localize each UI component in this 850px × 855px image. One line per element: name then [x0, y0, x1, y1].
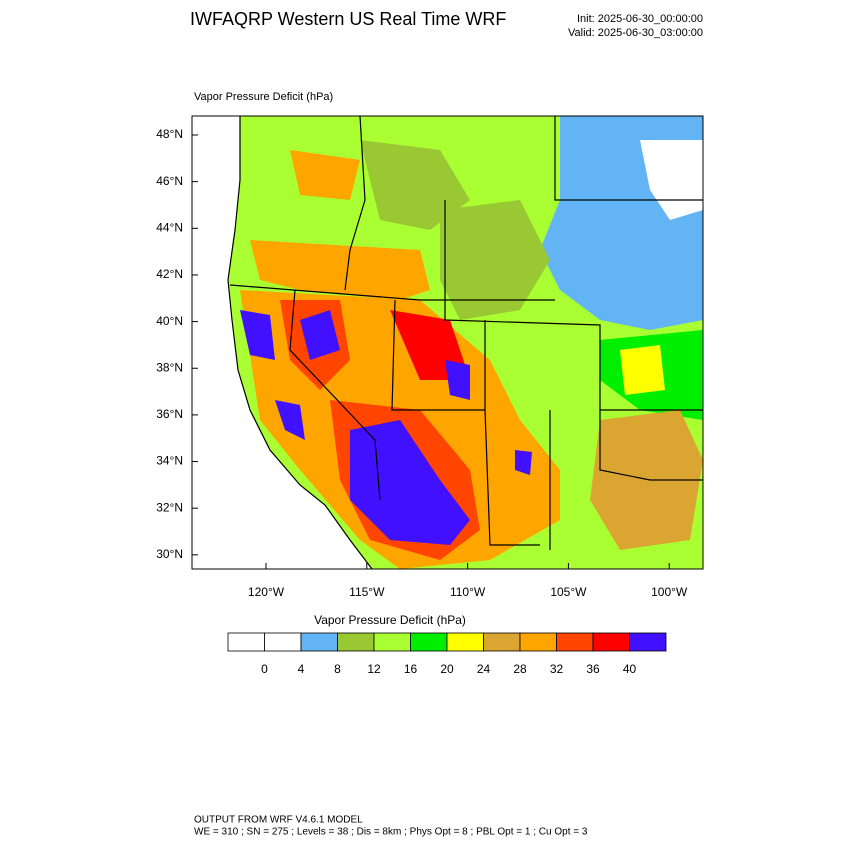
colorbar-box	[300, 632, 338, 652]
lon-label: 120°W	[248, 585, 285, 599]
map-title: Vapor Pressure Deficit (hPa)	[194, 91, 333, 103]
lat-label: 38°N	[156, 360, 183, 374]
lat-label: 32°N	[156, 500, 183, 514]
colorbar-box	[337, 632, 375, 652]
colorbar-label: 8	[334, 662, 341, 676]
footer-line: OUTPUT FROM WRF V4.6.1 MODEL	[194, 815, 363, 826]
colorbar-box	[556, 632, 594, 652]
lon-label: 105°W	[550, 585, 587, 599]
colorbar-box	[264, 632, 302, 652]
lon-label: 115°W	[349, 585, 385, 599]
colorbar-label: 0	[261, 662, 268, 676]
page-title: IWFAQRP Western US Real Time WRF	[190, 9, 506, 29]
lon-label: 110°W	[450, 585, 486, 599]
colorbar-box	[592, 632, 630, 652]
colorbar-label: 16	[404, 662, 418, 676]
colorbar-box	[373, 632, 411, 652]
init-time: Init: 2025-06-30_00:00:00	[577, 13, 703, 25]
colorbar-label: 28	[513, 662, 527, 676]
footer-line: WE = 310 ; SN = 275 ; Levels = 38 ; Dis …	[194, 827, 588, 838]
colorbar-box	[410, 632, 448, 652]
colorbar-label: 20	[440, 662, 454, 676]
colorbar-label: 12	[367, 662, 381, 676]
colorbar-label: 40	[623, 662, 637, 676]
colorbar-box	[483, 632, 521, 652]
valid-time: Valid: 2025-06-30_03:00:00	[568, 27, 703, 39]
colorbar-box	[629, 632, 667, 652]
lat-label: 30°N	[156, 547, 183, 561]
lat-label: 34°N	[156, 454, 183, 468]
map-field	[191, 115, 704, 570]
colorbar-label: 4	[298, 662, 305, 676]
lat-label: 44°N	[156, 220, 183, 234]
lat-label: 40°N	[156, 314, 183, 328]
colorbar-label: 32	[550, 662, 564, 676]
colorbar-box	[227, 632, 265, 652]
colorbar-label: 36	[586, 662, 600, 676]
lon-label: 100°W	[651, 585, 688, 599]
colorbar-label: 24	[477, 662, 491, 676]
colorbar-box	[446, 632, 484, 652]
colorbar-box	[519, 632, 557, 652]
lat-label: 42°N	[156, 267, 183, 281]
lat-label: 36°N	[156, 407, 183, 421]
lat-label: 46°N	[156, 174, 183, 188]
colorbar-title: Vapor Pressure Deficit (hPa)	[314, 613, 466, 627]
lat-label: 48°N	[156, 127, 183, 141]
